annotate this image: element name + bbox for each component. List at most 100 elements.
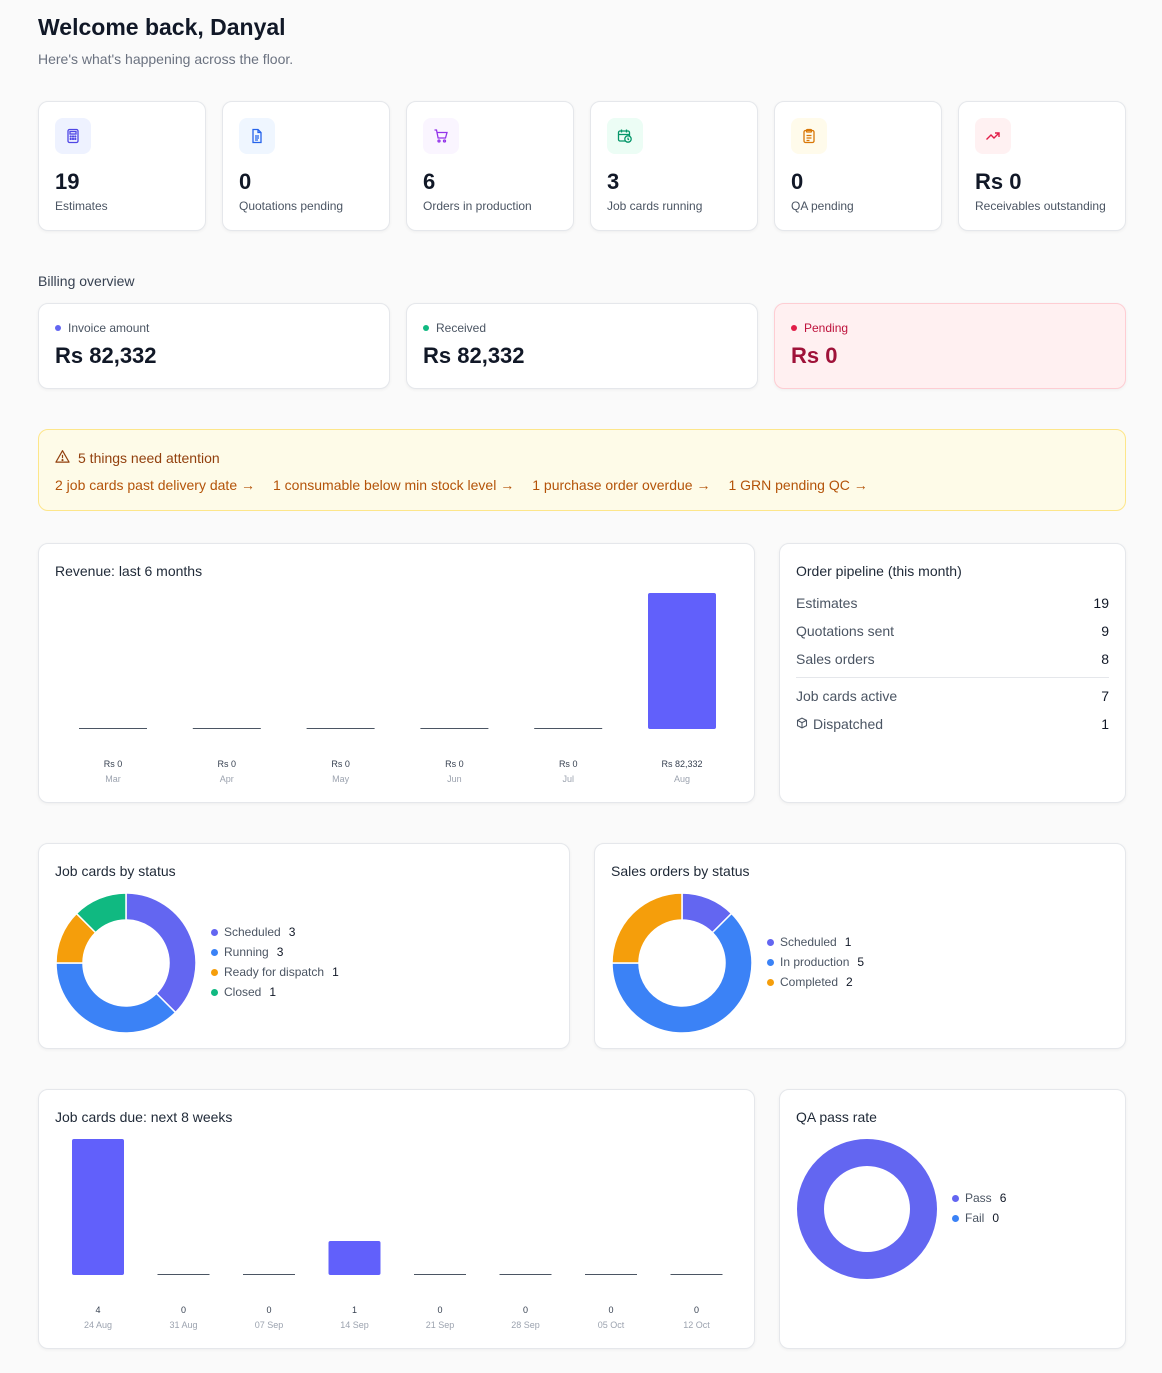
pipeline-value: 1: [1101, 716, 1109, 732]
bar: [670, 1274, 723, 1275]
pipeline-row: Dispatched 1: [796, 716, 1109, 732]
status-dot: [791, 325, 797, 331]
legend-item: Scheduled 3: [211, 922, 339, 942]
legend-label: Running: [224, 945, 269, 959]
pipeline-label: Dispatched: [813, 716, 884, 732]
legend-swatch: [767, 958, 774, 966]
bar-category-label: 24 Aug: [84, 1320, 112, 1330]
page-subtitle: Here's what's happening across the floor…: [38, 51, 294, 67]
bar-category-label: Jul: [562, 774, 574, 784]
bar-value-label: 0: [694, 1305, 699, 1315]
stat-card-qa[interactable]: 0 QA pending: [774, 101, 942, 231]
bar: [79, 728, 147, 729]
legend-count: 6: [999, 1191, 1007, 1205]
revenue-card: Revenue: last 6 months Rs 0 Mar Rs 0 Apr Rs …: [38, 543, 755, 803]
attention-link-grn[interactable]: 1 GRN pending QC →: [728, 477, 868, 493]
donut-segment: [611, 892, 683, 964]
stat-card-job-cards[interactable]: 3 Job cards running: [590, 101, 758, 231]
legend-item: In production 5: [767, 952, 864, 972]
bar-category-label: 28 Sep: [511, 1320, 540, 1330]
bar: [414, 1274, 466, 1275]
stat-card-orders[interactable]: 6 Orders in production: [406, 101, 574, 231]
calendar-clock-icon: [607, 118, 643, 154]
legend-label: Ready for dispatch: [224, 965, 325, 979]
bar: [585, 1274, 637, 1275]
stat-card-receivables[interactable]: Rs 0 Receivables outstanding: [958, 101, 1126, 231]
pipeline-row: Estimates 19: [796, 595, 1109, 611]
stat-card-quotations[interactable]: 0 Quotations pending: [222, 101, 390, 231]
legend-count: 0: [992, 1211, 1000, 1225]
stat-value: 0: [239, 169, 252, 194]
legend-count: 3: [288, 925, 296, 939]
bar: [157, 1274, 210, 1275]
legend-swatch: [767, 938, 774, 946]
bar: [243, 1274, 295, 1275]
sales-status-card: Sales orders by status Scheduled 1 In pro…: [594, 843, 1126, 1049]
bar: [534, 728, 603, 729]
job-status-legend: Scheduled 3 Running 3 Ready for dispatch 1 …: [211, 922, 339, 1002]
pipeline-label: Job cards active: [796, 688, 898, 704]
bar-category-label: Mar: [105, 774, 121, 784]
legend-swatch: [211, 948, 218, 956]
legend-item: Scheduled 1: [767, 932, 864, 952]
document-icon: [239, 118, 275, 154]
bar-value-label: 0: [608, 1305, 613, 1315]
stat-card-estimates[interactable]: 19 Estimates: [38, 101, 206, 231]
sales-status-legend: Scheduled 1 In production 5 Completed 2: [767, 932, 864, 992]
attention-link-purchase-order[interactable]: 1 purchase order overdue →: [532, 477, 711, 493]
bar-category-label: May: [332, 774, 350, 784]
pipeline-title: Order pipeline (this month): [796, 563, 962, 579]
stat-value: 3: [607, 169, 620, 194]
bar-value-label: 0: [523, 1305, 528, 1315]
attention-link-stock[interactable]: 1 consumable below min stock level →: [273, 477, 515, 493]
legend-swatch: [952, 1214, 959, 1222]
stat-label: Estimates: [55, 199, 108, 213]
legend-count: 3: [276, 945, 284, 959]
pipeline-value: 7: [1101, 688, 1109, 704]
legend-count: 1: [332, 965, 339, 979]
pipeline-label: Estimates: [796, 595, 858, 611]
legend-item: Fail 0: [952, 1208, 1006, 1228]
sales-status-title: Sales orders by status: [611, 863, 750, 879]
billing-heading: Billing overview: [38, 273, 135, 289]
bar: [306, 728, 375, 729]
bar-category-label: Aug: [674, 774, 690, 784]
bar-category-label: Apr: [220, 774, 234, 784]
status-dot: [55, 325, 61, 331]
billing-amount: Rs 82,332: [423, 343, 525, 368]
qa-card: QA pass rate Pass 6 Fail 0: [779, 1089, 1126, 1349]
attention-heading: 5 things need attention: [78, 450, 220, 466]
stat-label: Job cards running: [607, 199, 703, 213]
billing-received-card: Received Rs 82,332: [406, 303, 758, 389]
package-icon: [796, 716, 808, 732]
bar-value-label: Rs 0: [559, 759, 578, 769]
bar-value-label: 1: [352, 1305, 357, 1315]
revenue-title: Revenue: last 6 months: [55, 563, 203, 579]
bar-value-label: 0: [181, 1305, 186, 1315]
pipeline-value: 9: [1101, 623, 1109, 639]
stat-label: Orders in production: [423, 199, 532, 213]
legend-label: Completed: [780, 975, 839, 989]
pipeline-row: Job cards active 7: [796, 688, 1109, 704]
legend-item: Running 3: [211, 942, 339, 962]
pipeline-row: Quotations sent 9: [796, 623, 1109, 639]
donut-segment: [611, 912, 753, 1034]
bar-category-label: Jun: [447, 774, 462, 784]
due-card: Job cards due: next 8 weeks 4 24 Aug 0 31 A…: [38, 1089, 755, 1349]
bar: [499, 1274, 552, 1275]
attention-link-delivery[interactable]: 2 job cards past delivery date →: [55, 477, 255, 493]
bar-value-label: Rs 0: [331, 759, 350, 769]
legend-swatch: [952, 1194, 959, 1202]
pipeline-label: Sales orders: [796, 651, 875, 667]
job-status-donut: [55, 892, 197, 1034]
bar-category-label: 31 Aug: [169, 1320, 197, 1330]
billing-amount: Rs 0: [791, 343, 838, 368]
bar-category-label: 05 Oct: [598, 1320, 625, 1330]
legend-count: 2: [846, 975, 853, 989]
bar-value-label: Rs 0: [445, 759, 464, 769]
pipeline-label: Quotations sent: [796, 623, 895, 639]
stat-label: QA pending: [791, 199, 854, 213]
bar: [72, 1139, 124, 1275]
bar-category-label: 07 Sep: [255, 1320, 284, 1330]
qa-title: QA pass rate: [796, 1109, 877, 1125]
